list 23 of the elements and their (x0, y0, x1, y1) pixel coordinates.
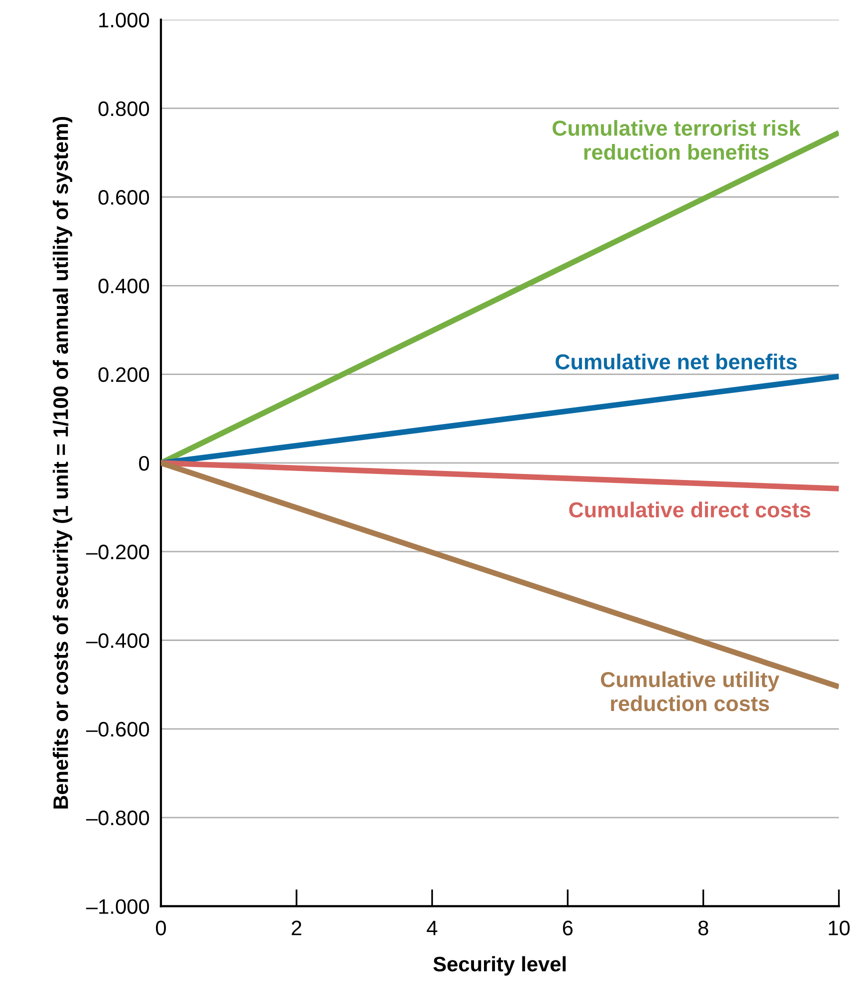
y-tick-label: 0.800 (98, 101, 150, 116)
x-axis-title: Security level (433, 956, 566, 976)
y-tick-label: –0.800 (86, 810, 150, 826)
x-tick-label: 0 (156, 920, 166, 936)
y-tick-label: 0.200 (98, 367, 150, 382)
x-tick-label: 6 (562, 920, 573, 936)
y-tick-label: –0.600 (86, 722, 150, 737)
y-tick-label: –0.200 (86, 544, 150, 560)
x-tick-label: 2 (292, 920, 302, 936)
y-tick-label: 0 (139, 456, 150, 471)
x-tick-label: 10 (828, 920, 850, 936)
y-tick-label: 0.600 (98, 190, 150, 205)
y-axis-title: Benefits or costs of security (1 unit = 1/100 of annual utility of system) (52, 116, 72, 809)
series-label: Cumulative net benefits (556, 354, 797, 370)
series-label: Cumulative terrorist risk reduction benefits (552, 120, 801, 160)
y-tick-label: –1.000 (86, 899, 150, 914)
x-tick-label: 4 (426, 920, 438, 936)
y-tick-label: 0.400 (98, 278, 150, 294)
y-tick-label: 1.000 (99, 12, 150, 28)
series-label: Cumulative utility reduction costs (600, 671, 780, 712)
y-tick-label: –0.400 (86, 633, 150, 648)
x-tick-label: 8 (698, 920, 708, 936)
series-label: Cumulative direct costs (569, 502, 810, 518)
